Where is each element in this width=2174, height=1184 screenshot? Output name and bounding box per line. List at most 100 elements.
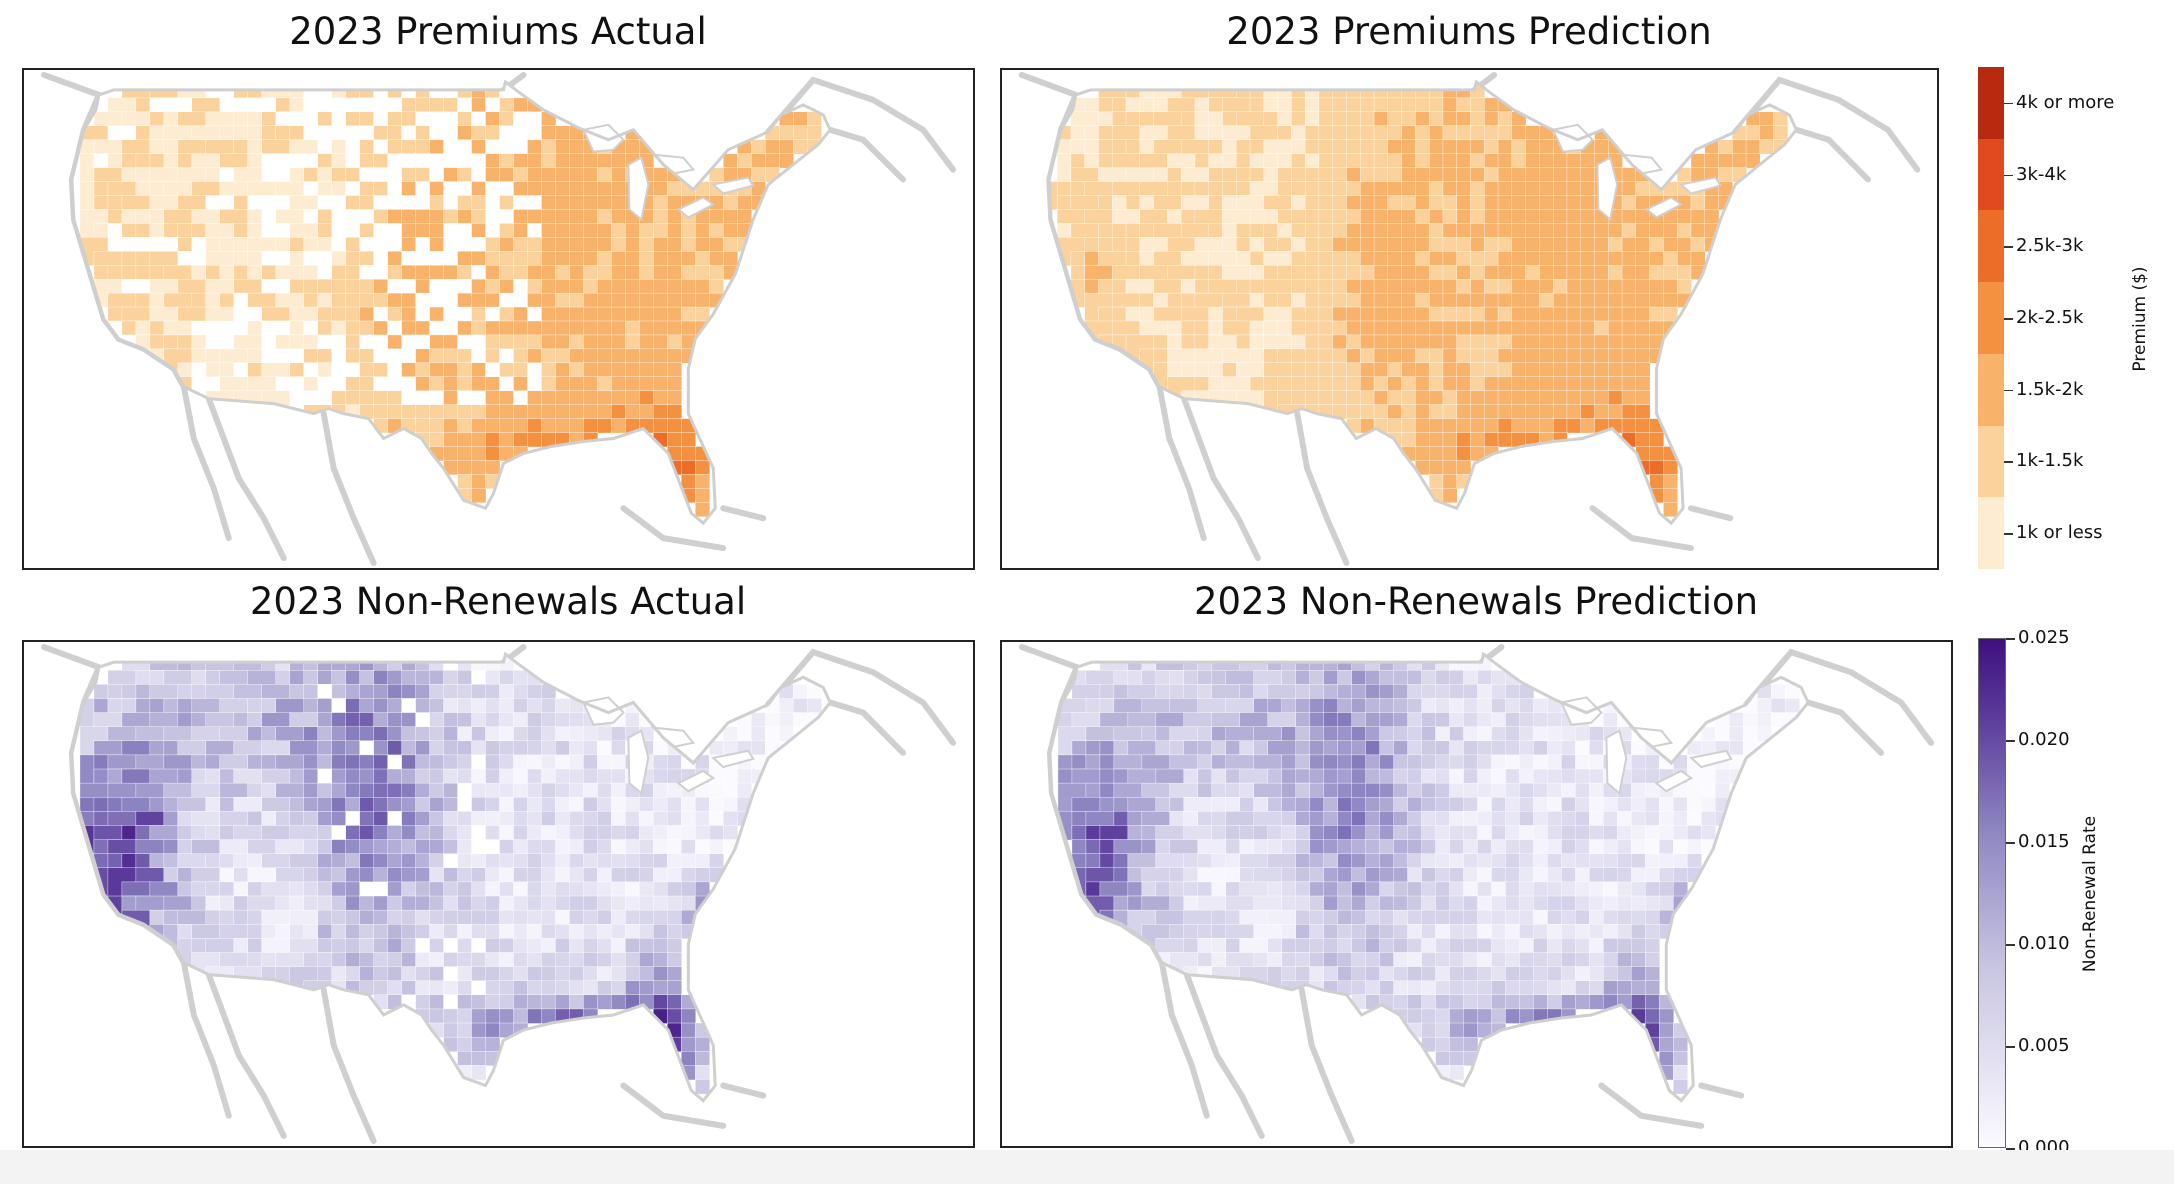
county-cell — [1435, 966, 1451, 982]
county-cell — [1525, 292, 1541, 308]
county-cell — [527, 980, 543, 996]
county-cell — [1407, 754, 1423, 770]
county-cell — [611, 797, 627, 813]
county-cell — [667, 811, 683, 827]
county-cell — [1332, 167, 1348, 183]
county-cell — [1360, 362, 1375, 378]
county-cell — [485, 195, 501, 211]
county-cell — [667, 223, 683, 239]
county-cell — [723, 153, 738, 169]
county-cell — [569, 712, 585, 728]
county-cell — [1401, 237, 1417, 252]
county-cell — [611, 209, 627, 225]
county-cell — [1463, 895, 1479, 911]
county-cell — [1621, 404, 1637, 420]
county-cell — [429, 740, 445, 756]
great-lake — [711, 749, 755, 769]
county-cell — [443, 698, 459, 714]
county-cell — [541, 966, 557, 982]
county-cell — [1351, 782, 1367, 798]
county-cell — [527, 167, 543, 183]
county-cell — [1291, 265, 1306, 280]
county-cell — [1304, 251, 1320, 266]
county-cell — [1323, 797, 1339, 813]
county-cell — [1566, 195, 1582, 211]
county-cell — [415, 782, 431, 798]
county-cell — [737, 195, 752, 211]
county-cell — [1337, 811, 1353, 827]
county-cell — [1470, 390, 1485, 406]
county-cell — [1393, 825, 1409, 841]
county-cell — [1533, 768, 1549, 784]
county-cell — [1304, 139, 1320, 155]
county-cell — [1346, 292, 1361, 308]
county-cell — [1470, 292, 1485, 308]
county-cell — [1519, 768, 1535, 784]
county-cell — [1525, 418, 1541, 434]
county-cell — [1449, 1008, 1465, 1024]
county-cell — [1589, 754, 1605, 770]
county-cell — [569, 139, 585, 155]
county-cell — [1663, 251, 1678, 266]
county-cell — [1575, 754, 1591, 770]
county-cell — [331, 390, 347, 406]
county-cell — [1351, 797, 1367, 813]
county-cell — [1407, 670, 1423, 686]
great-lake — [1678, 176, 1723, 195]
county-cell — [1484, 251, 1499, 266]
county-cell — [1351, 825, 1367, 841]
county-cell — [1491, 811, 1507, 827]
county-cell — [401, 125, 417, 141]
county-cell — [1589, 839, 1605, 855]
county-cell — [569, 726, 585, 742]
county-cell — [345, 306, 361, 322]
county-cell — [471, 754, 487, 770]
county-cell — [555, 209, 571, 225]
county-cell — [625, 797, 641, 813]
county-cell — [667, 237, 683, 252]
county-cell — [471, 404, 487, 420]
premium-legend-tick — [2004, 461, 2013, 463]
county-cell — [1561, 740, 1577, 756]
county-cell — [415, 924, 431, 940]
county-cell — [695, 237, 710, 252]
county-cell — [1428, 209, 1444, 225]
county-cell — [1491, 740, 1507, 756]
county-cell — [527, 797, 543, 813]
county-cell — [415, 181, 431, 197]
county-cell — [443, 418, 459, 434]
county-cell — [1435, 938, 1451, 954]
county-cell — [1365, 797, 1381, 813]
county-cell — [1393, 881, 1409, 897]
county-cell — [429, 306, 445, 322]
county-cell — [597, 376, 613, 392]
county-cell — [541, 418, 557, 434]
county-cell — [1407, 853, 1423, 869]
county-cell — [555, 938, 571, 954]
county-cell — [443, 825, 459, 841]
county-cell — [1491, 994, 1507, 1010]
county-cell — [611, 867, 627, 883]
county-cell — [1323, 839, 1339, 855]
county-cell — [317, 938, 333, 954]
county-cell — [1645, 924, 1661, 940]
county-cell — [1477, 853, 1493, 869]
county-cell — [555, 418, 571, 434]
county-cell — [1743, 726, 1758, 742]
county-cell — [1575, 853, 1591, 869]
county-cell — [457, 460, 473, 476]
county-cell — [1631, 909, 1647, 925]
county-cell — [359, 684, 375, 700]
county-cell — [569, 768, 585, 784]
county-cell — [373, 251, 389, 266]
county-cell — [1718, 167, 1733, 183]
county-cell — [1594, 362, 1609, 378]
county-cell — [1456, 237, 1472, 252]
county-cell — [499, 881, 515, 897]
county-cell — [639, 320, 655, 336]
county-cell — [387, 712, 403, 728]
county-cell — [1309, 684, 1325, 700]
county-cell — [639, 306, 655, 322]
county-cell — [1470, 348, 1485, 364]
county-cell — [709, 237, 724, 252]
